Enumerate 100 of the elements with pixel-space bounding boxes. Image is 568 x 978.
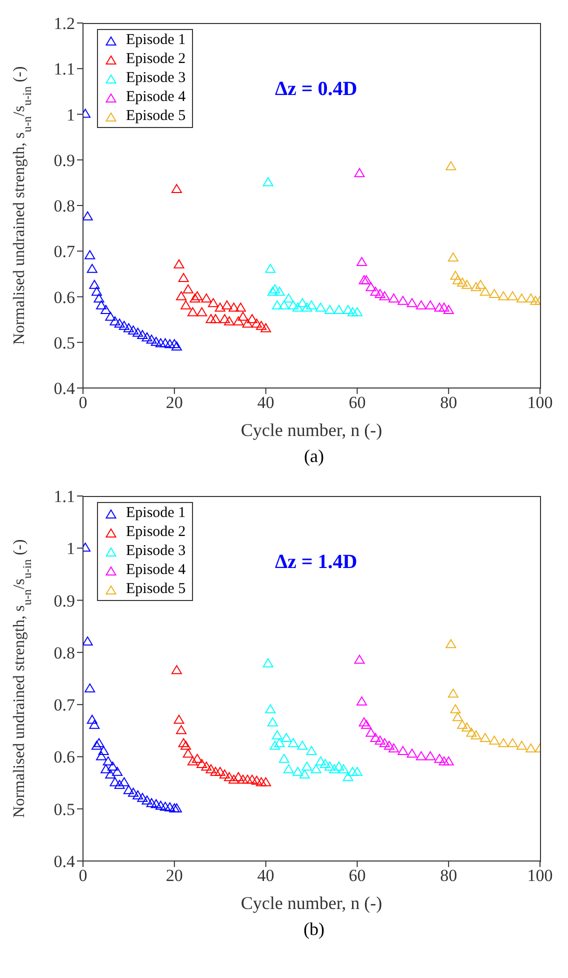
- legend-label: Episode 2: [126, 50, 186, 69]
- point: [150, 799, 162, 808]
- point: [137, 792, 148, 802]
- point: [164, 802, 176, 812]
- point: [174, 259, 184, 268]
- point: [443, 304, 454, 314]
- point: [306, 300, 317, 310]
- point: [86, 714, 98, 724]
- point: [176, 725, 187, 734]
- y-tick-label: 0.7: [54, 696, 76, 715]
- point: [251, 318, 262, 328]
- y-tick-label: 1.2: [54, 14, 75, 34]
- annotation: Δz = 0.4D: [274, 78, 358, 101]
- point: [448, 252, 458, 262]
- point: [260, 323, 272, 332]
- point: [352, 766, 362, 776]
- point: [155, 338, 166, 348]
- point: [160, 338, 171, 348]
- point: [246, 314, 258, 324]
- point: [446, 639, 456, 648]
- point: [416, 300, 426, 310]
- point: [105, 769, 116, 778]
- point: [123, 323, 134, 332]
- point: [146, 334, 157, 344]
- x-tick-label: 20: [166, 393, 183, 412]
- point: [354, 168, 365, 178]
- point: [489, 288, 500, 298]
- point: [288, 300, 298, 310]
- text: (b): [302, 919, 326, 940]
- point: [347, 307, 358, 316]
- point: [219, 769, 230, 778]
- point: [224, 316, 234, 326]
- point: [123, 785, 134, 794]
- point: [265, 704, 276, 714]
- point: [342, 772, 354, 782]
- point: [169, 803, 180, 812]
- point: [228, 774, 240, 784]
- point: [246, 774, 258, 784]
- point: [366, 282, 376, 292]
- y-tick-label: 0.8: [54, 643, 75, 662]
- point: [297, 298, 308, 308]
- point: [270, 740, 280, 750]
- point: [356, 696, 368, 706]
- point: [302, 762, 312, 771]
- point: [498, 291, 509, 300]
- point: [475, 280, 486, 289]
- y-tick-label: 0.5: [54, 333, 75, 352]
- point: [160, 802, 171, 811]
- point: [466, 728, 477, 737]
- point: [94, 738, 104, 748]
- point: [526, 743, 536, 752]
- y-tick-label: 0.4: [54, 852, 76, 872]
- point: [384, 740, 394, 750]
- y-tick-label: 1: [66, 539, 75, 558]
- point: [358, 717, 370, 726]
- x-tick-label: 40: [257, 393, 274, 412]
- point: [171, 184, 182, 194]
- y-tick-label: 0.7: [54, 242, 76, 262]
- point: [457, 278, 468, 287]
- y-tick-label: 0.5: [54, 800, 75, 819]
- point: [251, 776, 262, 785]
- point: [452, 712, 463, 722]
- x-tick-label: 60: [348, 393, 366, 412]
- point: [107, 762, 118, 771]
- point: [228, 302, 240, 312]
- point: [299, 769, 310, 778]
- point: [214, 302, 226, 312]
- point: [507, 738, 518, 748]
- point: [452, 275, 463, 284]
- y-tick-label: 0.6: [54, 748, 75, 767]
- point: [310, 764, 322, 774]
- point: [361, 720, 372, 729]
- point: [146, 798, 157, 808]
- point: [338, 764, 349, 774]
- point: [196, 307, 208, 316]
- point: [302, 302, 312, 312]
- point: [210, 314, 221, 324]
- point: [206, 764, 216, 774]
- point: [516, 294, 527, 303]
- point: [270, 284, 280, 294]
- point: [96, 751, 107, 760]
- point: [267, 286, 278, 296]
- point: [171, 803, 182, 812]
- point: [398, 296, 408, 305]
- annotation: Δz = 1.4D: [274, 550, 358, 574]
- point: [222, 300, 232, 310]
- point: [278, 300, 290, 310]
- x-tick-label: 100: [527, 393, 553, 412]
- point: [272, 730, 282, 740]
- point: [142, 796, 152, 805]
- legend-label: Episode 1: [126, 31, 186, 50]
- point: [342, 304, 354, 314]
- point: [530, 296, 540, 305]
- point: [272, 300, 282, 310]
- point: [84, 683, 96, 692]
- point: [379, 738, 390, 748]
- point: [201, 762, 212, 771]
- point: [196, 759, 208, 768]
- point: [169, 339, 180, 348]
- point: [210, 766, 221, 776]
